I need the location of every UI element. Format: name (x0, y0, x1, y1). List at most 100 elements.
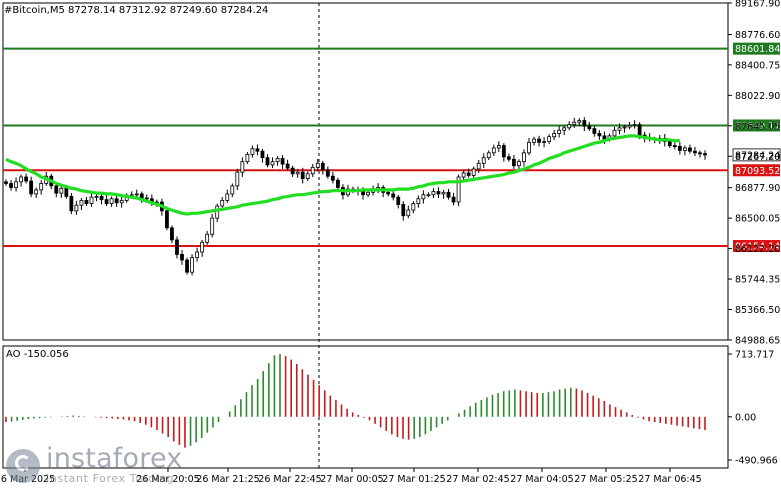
candle-body (139, 193, 144, 199)
candle-body (602, 135, 607, 140)
candle-body (506, 156, 511, 160)
candle-body (456, 176, 461, 203)
y-tick-label: 86122.20 (735, 244, 780, 255)
candle-body (300, 171, 305, 180)
candle-body (401, 204, 406, 217)
candle-body (315, 162, 320, 168)
candle-body (627, 124, 632, 128)
candle-body (29, 180, 34, 195)
last-price-tag (732, 148, 781, 162)
candle-body (693, 150, 697, 154)
candle-body (195, 251, 199, 259)
candle-body (542, 141, 546, 143)
candle-body (89, 196, 94, 205)
candle-body (446, 191, 451, 198)
candle-body (491, 147, 496, 154)
candle-body (527, 141, 531, 154)
candle-body (537, 138, 541, 143)
candle-body (441, 191, 446, 195)
ao-plot-frame (2, 345, 729, 469)
candle-body (134, 193, 139, 196)
candle-body (411, 203, 416, 211)
candle-body (577, 120, 582, 123)
candle-body (335, 179, 340, 188)
candle-body (170, 227, 174, 241)
candle-body (4, 181, 8, 184)
y-tick-label: 84988.65 (735, 336, 780, 347)
candle-body (74, 204, 79, 212)
level-label: 87093.52 (735, 166, 780, 177)
candle-body (522, 152, 526, 163)
candle-body (486, 152, 491, 159)
candle-body (69, 195, 74, 212)
candle-body (361, 191, 365, 196)
main-plot-frame (2, 2, 729, 341)
x-tick-label: 27 Mar 04:05 (510, 474, 573, 485)
chart-header: #Bitcoin,M5 87278.14 87312.92 87249.60 8… (4, 5, 268, 16)
candle-body (190, 257, 194, 273)
candle-body (14, 181, 18, 188)
candle-body (451, 196, 456, 203)
candle-body (461, 172, 466, 178)
ao-y-tick-label: 713.717 (735, 350, 774, 361)
x-tick-label: 27 Mar 05:25 (574, 474, 637, 485)
candle-body (280, 158, 285, 165)
candle-body (305, 173, 310, 180)
candle-body (632, 124, 637, 126)
candle-body (416, 198, 421, 205)
watermark-sub: Instant Forex Trading (46, 472, 175, 485)
candle-body (59, 187, 64, 194)
candle-body (119, 199, 124, 204)
candle-body (99, 195, 104, 200)
candle-body (94, 195, 99, 198)
level-label: 88601.84 (735, 44, 780, 55)
level-label: 87649.11 (735, 121, 780, 132)
candle-body (19, 176, 23, 183)
candle-body (260, 150, 265, 159)
candle-body (532, 138, 536, 143)
candle-body (396, 196, 401, 205)
candle-body (104, 199, 109, 205)
candle-body (109, 198, 114, 205)
candle-body (557, 129, 562, 134)
x-tick-label: 27 Mar 01:25 (382, 474, 445, 485)
candle-body (552, 133, 557, 138)
candle-body (54, 185, 59, 194)
candle-body (34, 189, 39, 195)
candle-body (688, 147, 692, 152)
candle-body (366, 191, 370, 196)
candle-body (597, 133, 602, 137)
x-tick-label: 27 Mar 06:45 (638, 474, 701, 485)
candle-body (230, 185, 235, 195)
candle-body (250, 148, 255, 155)
candle-body (9, 183, 13, 188)
level-tag (733, 164, 780, 177)
candle-body (255, 148, 260, 152)
instaforex-logo-icon (6, 448, 40, 483)
candle-body (84, 199, 89, 205)
y-tick-label: 87267.20 (735, 152, 780, 163)
candle-body (703, 153, 707, 156)
level-tag (733, 119, 780, 132)
candle-body (431, 191, 436, 196)
last-price-label: 87284.24 (735, 150, 780, 161)
y-tick-label: 88776.60 (735, 30, 780, 41)
candle-body (310, 166, 315, 175)
x-tick-label: 27 Mar 02:45 (446, 474, 509, 485)
candle-body (180, 254, 184, 261)
y-tick-label: 85366.50 (735, 305, 780, 316)
y-tick-label: 85744.35 (735, 275, 780, 286)
candle-body (320, 162, 325, 171)
candle-body (517, 161, 521, 167)
watermark-brand: instaforex (46, 443, 183, 474)
candle-body (512, 158, 516, 167)
candle-body (562, 127, 567, 131)
candle-body (698, 152, 702, 155)
candle-body (114, 198, 119, 204)
x-tick-label: 27 Mar 00:05 (320, 474, 383, 485)
candle-body (612, 129, 617, 137)
y-tick-label: 86877.90 (735, 183, 780, 194)
y-tick-label: 86500.05 (735, 214, 780, 225)
candle-body (200, 241, 205, 253)
